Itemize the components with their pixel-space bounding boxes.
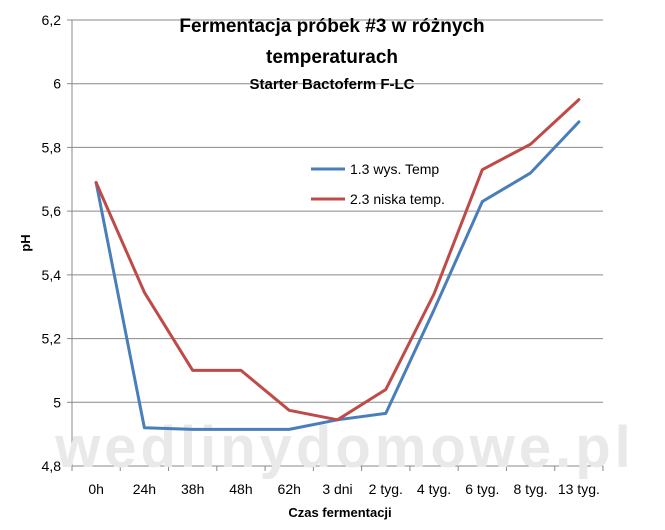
watermark-text: wedlinydomowe.pl (54, 415, 635, 480)
y-tick-label: 5,6 (42, 203, 62, 219)
x-tick-label: 4 tyg. (417, 481, 451, 497)
chart-subtitle: Starter Bactoferm F-LC (249, 76, 414, 93)
y-tick-label: 6,2 (42, 12, 62, 28)
x-tick-label: 24h (133, 481, 156, 497)
chart-title-line-1: Fermentacja próbek #3 w różnych (179, 16, 484, 37)
series-line-2 (94, 98, 581, 422)
gridlines (72, 19, 603, 403)
x-tick-label: 48h (229, 481, 252, 497)
x-tick-label: 8 tyg. (513, 481, 547, 497)
y-tick-label: 5,2 (42, 331, 62, 347)
axes (67, 19, 604, 471)
y-tick-labels: 4,8 5 5,2 5,4 5,6 5,8 6 6,2 (42, 12, 62, 474)
y-tick-label: 5 (53, 394, 61, 410)
y-tick-label: 5,4 (42, 267, 62, 283)
x-tick-labels: 0h 24h 38h 48h 62h 3 dni 2 tyg. 4 tyg. 6 tyg. 8 t… (88, 481, 600, 497)
legend-label-series-1: 1.3 wys. Temp (350, 161, 439, 177)
x-tick-label: 13 tyg. (558, 481, 600, 497)
legend: 1.3 wys. Temp 2.3 niska temp. (311, 161, 445, 207)
chart-title-line-2: temperaturach (266, 47, 398, 68)
x-tick-label: 3 dni (322, 481, 352, 497)
x-tick-label: 38h (181, 481, 204, 497)
x-tick-label: 2 tyg. (369, 481, 403, 497)
y-tick-label: 4,8 (42, 458, 62, 474)
x-tick-label: 62h (278, 481, 301, 497)
y-axis-title: pH (18, 234, 33, 251)
y-tick-label: 6 (53, 76, 61, 92)
x-tick-label: 0h (88, 481, 104, 497)
series-lines (94, 98, 581, 431)
y-tick-label: 5,8 (42, 139, 62, 155)
legend-label-series-2: 2.3 niska temp. (350, 191, 445, 207)
x-axis-title: Czas fermentacji (288, 505, 391, 520)
x-tick-label: 6 tyg. (465, 481, 499, 497)
